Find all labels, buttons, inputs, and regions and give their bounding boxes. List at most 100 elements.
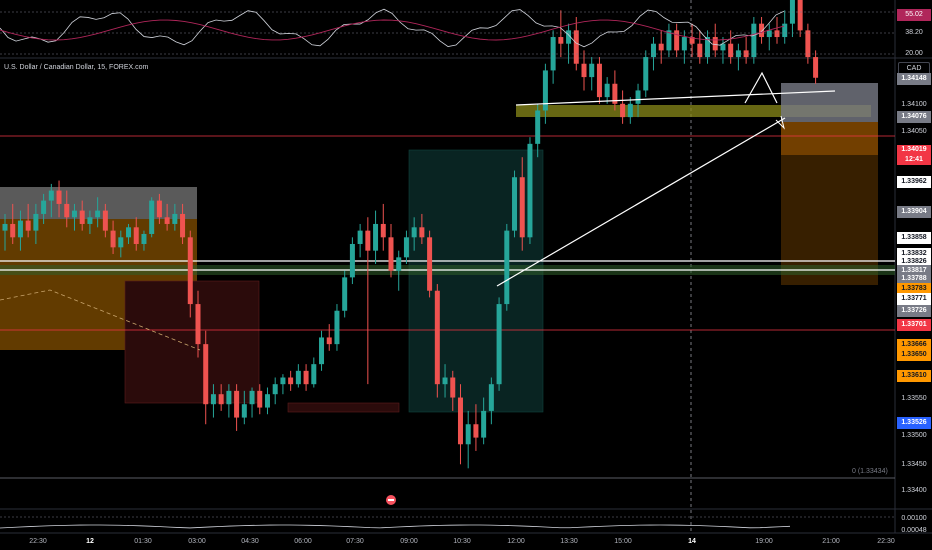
- candle: [403, 230, 409, 265]
- candle: [41, 193, 47, 224]
- rsi-line: [0, 8, 785, 48]
- candle-body: [419, 227, 425, 238]
- candle: [10, 203, 16, 244]
- candle: [396, 250, 402, 291]
- price-axis-label: 1.34148: [897, 73, 931, 85]
- candle: [79, 200, 85, 231]
- rsi-axis-label: 55.02: [897, 9, 931, 21]
- candle: [33, 203, 39, 244]
- candle-body: [674, 30, 680, 51]
- candle: [365, 217, 371, 385]
- candle: [612, 70, 618, 111]
- price-axis-label: 1.33526: [897, 417, 931, 429]
- candle-body: [349, 243, 355, 278]
- candle: [257, 384, 263, 415]
- candle-body: [627, 103, 633, 118]
- candle-body: [25, 220, 31, 231]
- arrow-marker: [775, 115, 785, 130]
- time-axis-label: 10:30: [453, 538, 471, 545]
- candle-body: [126, 227, 132, 238]
- time-axis-label: 22:30: [29, 538, 47, 545]
- candle: [650, 37, 656, 71]
- economic-event-icon[interactable]: [386, 495, 396, 505]
- candle-body: [496, 304, 502, 385]
- candle: [249, 387, 255, 418]
- candle-body: [326, 337, 332, 345]
- candle: [272, 377, 278, 405]
- candle: [126, 223, 132, 244]
- time-axis-label: 03:00: [188, 538, 206, 545]
- candle-body: [380, 223, 386, 238]
- candle-body: [681, 37, 687, 51]
- candle: [658, 30, 664, 64]
- candle-body: [512, 177, 518, 231]
- candle: [743, 37, 749, 64]
- price-axis-label: 1.33550: [901, 395, 927, 402]
- rsi-signal-line: [0, 19, 785, 41]
- candle-body: [527, 143, 533, 238]
- candle-body: [604, 83, 610, 98]
- candle-body: [218, 394, 224, 405]
- candle: [133, 217, 139, 251]
- candlestick-series: [2, 0, 819, 469]
- candle: [56, 180, 62, 218]
- candle: [156, 193, 162, 224]
- candle: [164, 203, 170, 231]
- candle: [419, 213, 425, 244]
- candle-body: [64, 203, 70, 218]
- candle-body: [542, 70, 548, 111]
- candle: [17, 210, 23, 251]
- candle-body: [566, 30, 572, 44]
- trend-drawings: [0, 71, 836, 351]
- candle: [110, 220, 116, 255]
- candle-body: [550, 37, 556, 71]
- candle-body: [596, 63, 602, 98]
- rsi-axis-label: 38.20: [905, 29, 923, 36]
- price-axis-label: 1.33701: [897, 319, 931, 331]
- candle: [141, 230, 147, 251]
- candle: [488, 377, 494, 425]
- time-axis-label: 12: [86, 538, 94, 545]
- osc-line: [0, 524, 791, 529]
- candle-body: [226, 390, 232, 405]
- candle: [689, 23, 695, 58]
- candle-body: [774, 30, 780, 38]
- candle: [71, 203, 77, 231]
- rising-wedge-upper-line: [515, 90, 836, 106]
- horizontal-levels: [0, 135, 895, 331]
- candle-body: [195, 304, 201, 345]
- candle: [697, 30, 703, 64]
- candle-body: [705, 37, 711, 58]
- candle-body: [71, 210, 77, 218]
- candle-body: [295, 370, 301, 385]
- candle: [210, 384, 216, 418]
- candle: [681, 30, 687, 64]
- candle: [805, 23, 811, 64]
- candle: [342, 270, 348, 318]
- candle: [187, 230, 193, 318]
- price-axis-label: 1.33400: [901, 487, 927, 494]
- time-axis-label: 09:00: [400, 538, 418, 545]
- candle: [666, 23, 672, 58]
- candle: [203, 330, 209, 425]
- candle-body: [41, 200, 47, 214]
- rsi-axis-label: 20.00: [905, 50, 923, 57]
- candle: [326, 324, 332, 351]
- candle-body: [465, 424, 471, 445]
- candle: [581, 50, 587, 91]
- candle: [620, 90, 626, 124]
- price-axis-label: 1.33610: [897, 370, 931, 382]
- candle: [118, 230, 124, 258]
- candle-body: [141, 233, 147, 244]
- candle: [434, 284, 440, 398]
- candle-body: [17, 220, 23, 238]
- price-axis-label: 1.33783: [897, 283, 931, 295]
- time-axis-label: 01:30: [134, 538, 152, 545]
- candle-body: [48, 190, 54, 201]
- candle-body: [573, 30, 579, 64]
- countdown-label: 12:41: [905, 156, 923, 163]
- candle: [349, 237, 355, 285]
- price-axis-label: 1.34100: [901, 101, 927, 108]
- candle: [25, 203, 31, 238]
